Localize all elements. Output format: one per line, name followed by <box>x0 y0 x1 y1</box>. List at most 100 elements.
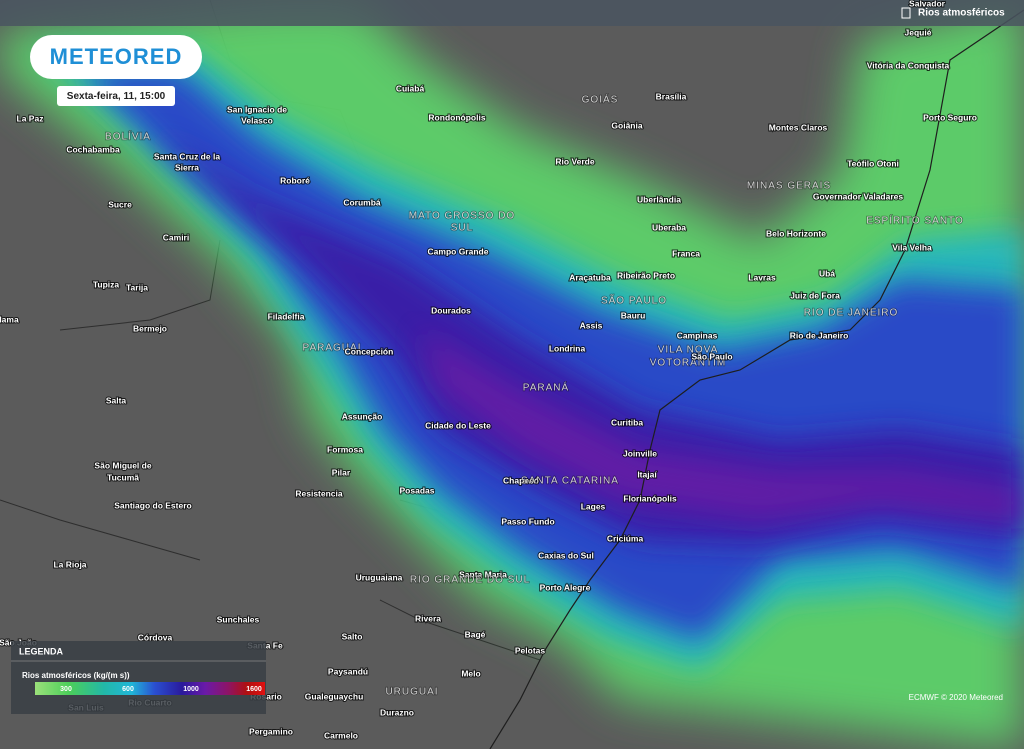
place-label: Córdova <box>138 632 173 642</box>
place-label: Belo Horizonte <box>766 228 826 238</box>
place-label: Bauru <box>621 310 646 320</box>
place-label: Pergamino <box>249 726 293 736</box>
place-label: Cuiabá <box>396 83 425 93</box>
place-label: Criciúma <box>607 533 644 543</box>
place-label: Brasília <box>656 91 687 101</box>
place-label: Vitória da Conquista <box>867 60 950 70</box>
region-label: URUGUAI <box>385 687 438 698</box>
place-label: Filadelfia <box>268 311 305 321</box>
place-label: Cochabamba <box>66 144 120 154</box>
place-label: Uruguaiana <box>356 572 403 582</box>
place-label: Porto Seguro <box>923 112 977 122</box>
place-label: Tupiza <box>93 279 120 289</box>
region-label: BOLÍVIA <box>105 130 151 143</box>
place-label: Franca <box>672 248 700 258</box>
place-label: Posadas <box>400 485 435 495</box>
credit: ECMWF © 2020 Meteored <box>909 693 1003 702</box>
place-label: Florianópolis <box>623 493 677 503</box>
legend-label: Rios atmosféricos (kg/(m s)) <box>22 671 130 680</box>
place-label: Tarija <box>126 282 148 292</box>
place-label: San Ignacio de <box>227 104 287 114</box>
place-label: Dourados <box>431 305 471 315</box>
place-label: Goiânia <box>611 120 642 130</box>
place-label: Pelotas <box>515 645 546 655</box>
legend-box <box>11 641 266 714</box>
place-label: Concepción <box>345 346 394 356</box>
place-label: Bagé <box>465 629 486 639</box>
region-label: GOIÁS <box>582 93 619 106</box>
place-label: Assis <box>580 320 603 330</box>
place-label: La Rioja <box>53 559 86 569</box>
place-label: Chapecó <box>503 475 539 485</box>
place-label: Londrina <box>549 343 586 353</box>
legend-scale <box>35 682 265 695</box>
place-label: Ubá <box>819 268 835 278</box>
legend: LEGENDA Rios atmosféricos (kg/(m s)) 300… <box>11 641 266 714</box>
place-label: La Paz <box>17 113 44 123</box>
region-label: VOTORANTIM <box>650 358 726 369</box>
place-label: Lages <box>581 501 606 511</box>
region-label: VILA NOVA <box>658 345 719 356</box>
place-label: São Paulo <box>691 351 732 361</box>
place-label: Lavras <box>748 272 776 282</box>
layer-name[interactable]: Rios atmosféricos <box>918 8 1005 19</box>
place-label: Uberlândia <box>637 194 681 204</box>
region-label: MINAS GERAIS <box>747 181 831 192</box>
place-label: Cidade do Leste <box>425 420 491 430</box>
place-label: Bermejo <box>133 323 167 333</box>
place-label: Assunção <box>342 411 383 421</box>
place-label: Rondonópolis <box>428 112 485 122</box>
place-label: Campo Grande <box>428 246 489 256</box>
place-label: Rio de Janeiro <box>790 330 849 340</box>
place-label: Governador Valadares <box>813 191 904 201</box>
place-label: Salvador <box>909 0 946 8</box>
layer-icon[interactable] <box>901 7 911 19</box>
place-label: Santa Maria <box>459 569 507 579</box>
place-label: Caxias do Sul <box>538 550 594 560</box>
place-label: Montes Claros <box>769 122 828 132</box>
place-label: Melo <box>461 668 480 678</box>
place-label: Pilar <box>332 467 351 477</box>
legend-tick-label: 600 <box>122 686 134 693</box>
date: Sexta-feira, 11, 15:00 <box>67 91 166 102</box>
region-label: RIO DE JANEIRO <box>804 308 899 319</box>
place-label: Salto <box>342 631 363 641</box>
region-label: SUL <box>451 223 473 234</box>
place-label: Corumbá <box>343 197 381 207</box>
legend-title: LEGENDA <box>19 646 64 656</box>
logo: METEORED <box>50 44 183 69</box>
place-label: Formosa <box>327 444 363 454</box>
region-label: PARANÁ <box>523 381 569 394</box>
place-label: Santiago do Estero <box>114 500 191 510</box>
legend-tick-label: 300 <box>60 686 72 693</box>
place-label: Campinas <box>677 330 718 340</box>
region-label: SÃO PAULO <box>601 294 667 307</box>
place-label: Velasco <box>241 115 273 125</box>
place-label: Sucre <box>108 199 132 209</box>
place-label: Santa Cruz de la <box>154 151 220 161</box>
place-label: Roboré <box>280 175 310 185</box>
legend-tick-label: 1000 <box>183 686 199 693</box>
place-label: lama <box>0 314 19 324</box>
coastline <box>489 9 1024 749</box>
place-label: Curitiba <box>611 417 643 427</box>
places: Salvador Jequié Vitória da Conquista Cuiabá… <box>0 0 978 741</box>
place-label: Camiri <box>163 232 189 242</box>
legend-tick-label: 1600 <box>246 686 262 693</box>
place-label: Uberaba <box>652 222 686 232</box>
region-label: MATO GROSSO DO <box>409 211 515 222</box>
region-label: ESPÍRITO SANTO <box>866 214 964 227</box>
region-label: RIO GRANDE DO SUL <box>410 575 530 586</box>
place-label: Rio Verde <box>555 156 594 166</box>
place-label: Carmelo <box>324 730 358 740</box>
place-label: Tucumã <box>107 472 139 482</box>
place-label: Salta <box>106 395 127 405</box>
place-label: Durazno <box>380 707 414 717</box>
place-label: Joinville <box>623 448 657 458</box>
place-label: Jequié <box>905 27 932 37</box>
place-label: Porto Alegre <box>540 582 591 592</box>
region-label: SANTA CATARINA <box>521 476 619 487</box>
place-label: Juiz de Fora <box>790 290 840 300</box>
